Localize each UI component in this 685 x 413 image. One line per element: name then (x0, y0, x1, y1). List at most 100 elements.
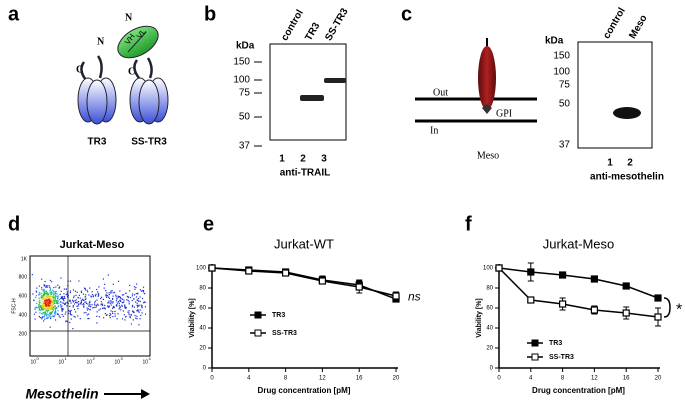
flow-event (57, 284, 59, 286)
x-tick-label: 4 (247, 376, 251, 382)
flow-event (45, 290, 47, 292)
ladder-label: 150 (233, 57, 250, 68)
flow-event (49, 304, 51, 306)
flow-event (140, 304, 142, 306)
flow-event (102, 307, 104, 309)
panel-letter: d (8, 213, 20, 235)
flow-event (55, 286, 57, 288)
flow-event (49, 313, 52, 315)
flow-event (57, 298, 59, 300)
flow-event (100, 303, 102, 305)
flow-event (41, 288, 43, 291)
flow-event (51, 291, 53, 293)
flow-event (46, 306, 49, 308)
flow-event (58, 302, 60, 304)
flow-event (127, 299, 129, 302)
flow-event (43, 316, 45, 318)
flow-event (41, 312, 43, 315)
flow-event (43, 314, 46, 316)
plot-title: Jurkat-Meso (60, 239, 125, 251)
flow-event (82, 293, 85, 295)
flow-event (60, 301, 62, 303)
flow-event (144, 306, 147, 308)
flow-event (52, 289, 54, 291)
flow-event (101, 303, 104, 305)
flow-event (117, 301, 119, 303)
flow-event (138, 304, 140, 306)
flow-event (102, 304, 104, 306)
flow-event (120, 298, 122, 300)
flow-event (71, 299, 74, 301)
flow-event (43, 303, 45, 306)
y-tick-label: 20 (199, 346, 206, 352)
flow-event (54, 291, 56, 293)
tr3-drawing (77, 25, 169, 125)
y-tick-label: 60 (199, 306, 206, 312)
flow-event (47, 302, 49, 304)
flow-event (44, 318, 46, 320)
flow-event (51, 305, 54, 307)
flow-event (140, 290, 143, 292)
y-tick-label: 40 (199, 326, 206, 332)
flow-event (63, 299, 65, 302)
flow-event (133, 294, 136, 296)
flow-event (72, 301, 75, 303)
flow-event (117, 296, 119, 298)
flow-event (46, 300, 48, 302)
membrane-side: In (430, 125, 438, 136)
y-axis-label: FSC-H (11, 298, 17, 314)
flow-event (102, 278, 105, 280)
flow-event (52, 296, 55, 298)
y-tick-label: 0 (203, 366, 207, 372)
flow-event (106, 295, 109, 297)
flow-event (86, 291, 89, 293)
flow-event (53, 296, 55, 298)
blot (577, 41, 653, 149)
flow-event (43, 292, 46, 295)
flow-event (110, 300, 112, 302)
flow-event (141, 306, 143, 308)
flow-event (46, 315, 48, 317)
flow-event (44, 301, 46, 303)
flow-event (49, 314, 51, 316)
construct-name: SS-TR3 (131, 137, 167, 148)
lane-label: SS-TR3 (323, 6, 351, 43)
flow-event (80, 303, 82, 305)
flow-event (131, 299, 133, 302)
flow-event (92, 296, 94, 298)
flow-event (140, 314, 142, 316)
flow-event (55, 307, 57, 309)
flow-event (48, 316, 50, 318)
flow-event (55, 292, 57, 294)
flow-event (77, 315, 79, 317)
flow-event (42, 307, 44, 309)
flow-event (46, 285, 48, 287)
flow-event (69, 280, 72, 282)
flow-event (52, 300, 54, 302)
flow-event (61, 296, 63, 299)
x-axis-label: Mesothelin (25, 386, 98, 402)
flow-event (46, 309, 48, 312)
marker (590, 306, 599, 314)
flow-event (49, 302, 51, 304)
flow-event (53, 300, 55, 302)
flow-event (53, 307, 55, 309)
flow-event (43, 289, 45, 291)
flow-event (41, 308, 43, 310)
flow-event (54, 312, 56, 315)
flow-event (104, 304, 106, 307)
flow-event (53, 302, 56, 304)
flow-event (43, 294, 45, 296)
flow-event (76, 291, 78, 293)
lane-number: 1 (607, 158, 613, 169)
flow-event (46, 294, 49, 296)
flow-event (141, 297, 144, 300)
flow-event (107, 296, 110, 298)
flow-event (40, 310, 42, 312)
flow-event (133, 306, 136, 308)
flow-event (121, 305, 123, 307)
flow-event (40, 307, 42, 310)
flow-event (83, 304, 85, 306)
flow-event (103, 307, 106, 309)
flow-event (49, 291, 51, 293)
